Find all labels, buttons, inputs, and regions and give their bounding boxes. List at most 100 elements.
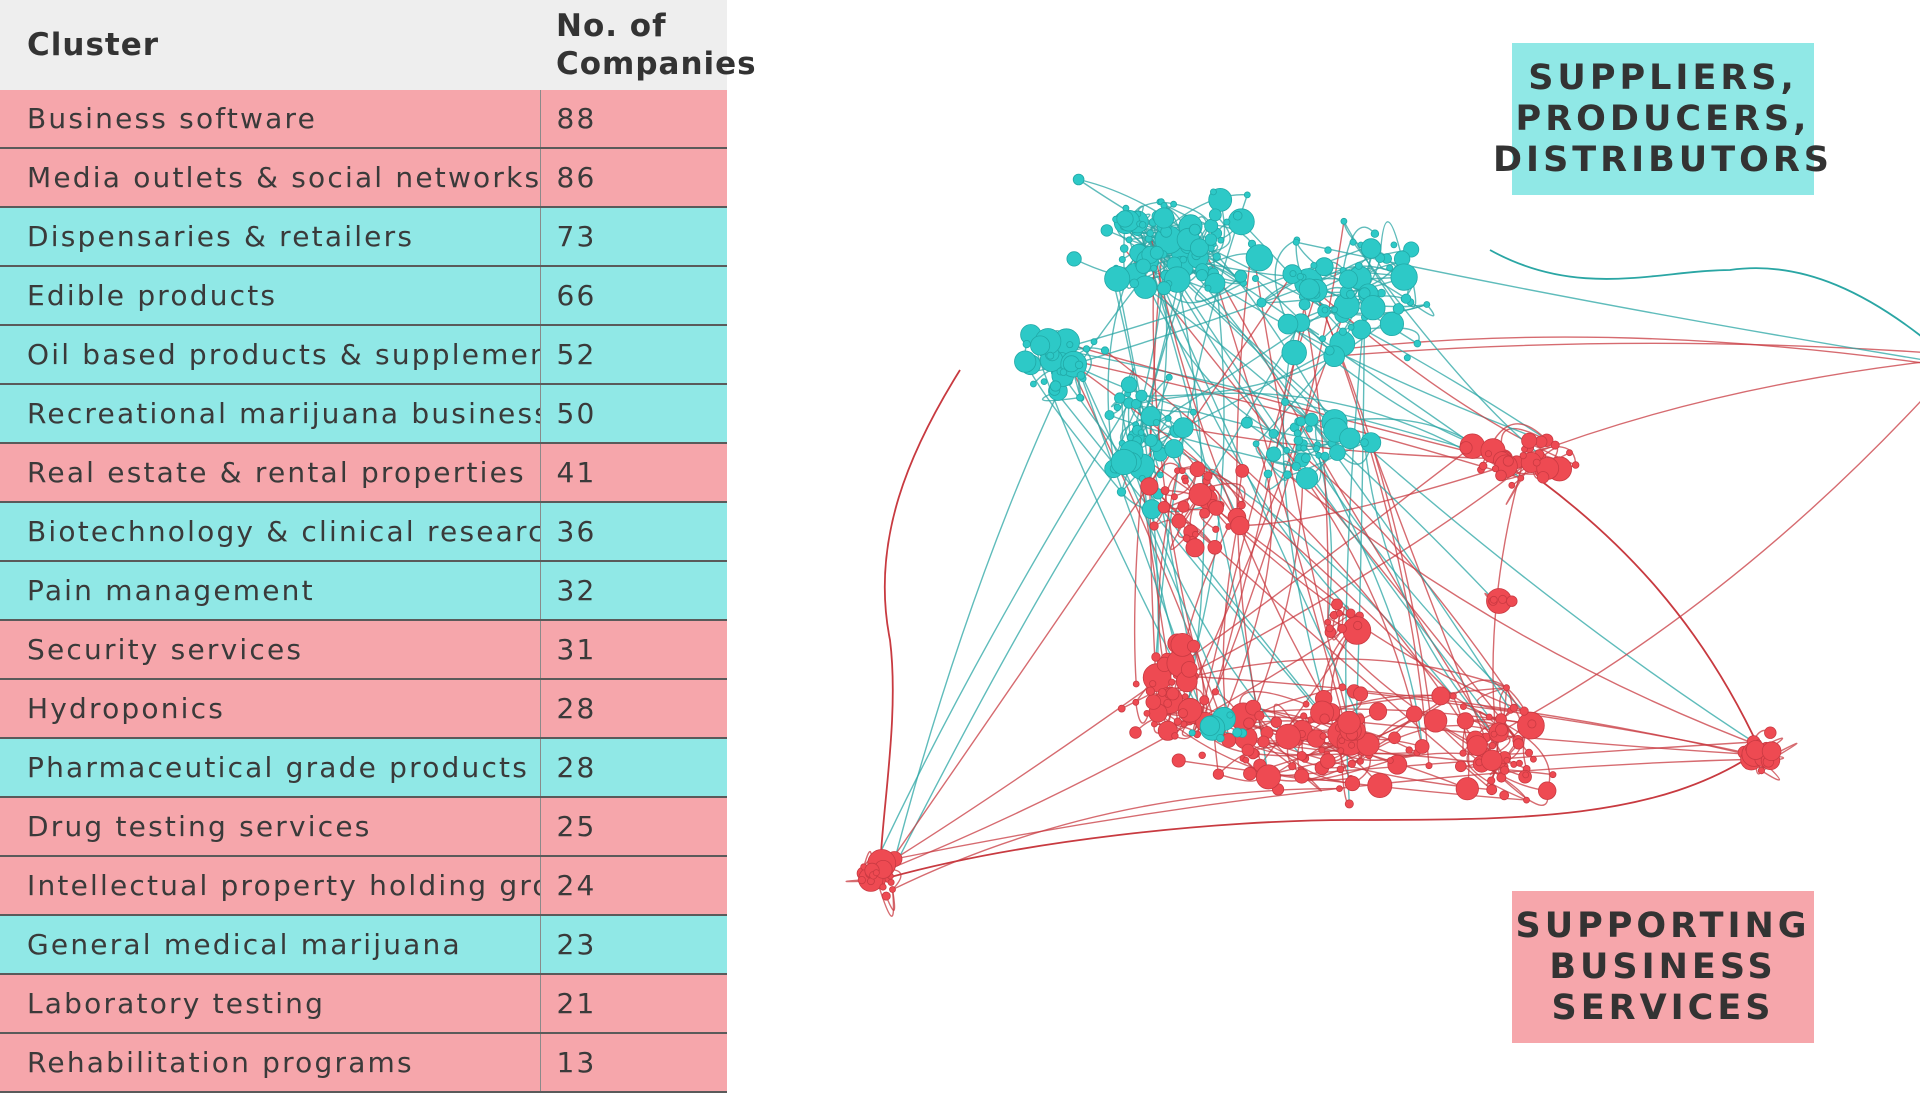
network-node-service xyxy=(1757,766,1766,775)
network-edge xyxy=(1363,442,1495,735)
network-node-service xyxy=(1487,776,1496,785)
network-node-service xyxy=(1481,749,1503,772)
network-node-service xyxy=(1230,515,1250,536)
network-node-service xyxy=(1495,469,1507,482)
cluster-count: 36 xyxy=(539,502,727,562)
network-node-service xyxy=(1484,450,1492,458)
network-edge xyxy=(1477,707,1522,747)
network-edge xyxy=(1251,243,1362,762)
table-row: Biotechnology & clinical research 36 xyxy=(0,502,727,562)
network-node-supplier xyxy=(1320,451,1330,461)
network-node-supplier xyxy=(1321,306,1329,314)
network-node-service xyxy=(1335,609,1343,617)
network-node-supplier xyxy=(1252,440,1260,448)
cluster-count: 28 xyxy=(539,738,727,798)
network-node-service xyxy=(1294,768,1310,784)
network-node-service xyxy=(1178,467,1186,475)
network-node-supplier xyxy=(1268,428,1279,439)
network-edge xyxy=(1170,499,1199,551)
network-node-service xyxy=(1160,486,1170,495)
network-node-service xyxy=(1466,735,1488,756)
network-edge xyxy=(1163,287,1361,720)
network-node-service xyxy=(1425,762,1433,770)
network-node-service xyxy=(1237,500,1246,510)
network-node-service xyxy=(1454,760,1467,773)
network-node-supplier xyxy=(1152,418,1160,427)
network-node-service xyxy=(1199,507,1211,519)
network-node-service xyxy=(1338,737,1346,745)
network-node-service xyxy=(1243,717,1255,729)
network-node-supplier xyxy=(1400,293,1412,304)
network-node-supplier xyxy=(1188,729,1196,737)
network-node-supplier xyxy=(1403,354,1411,362)
network-node-service xyxy=(1145,694,1162,710)
label-suppliers: SUPPLIERS, PRODUCERS, DISTRIBUTORS xyxy=(1493,43,1829,195)
network-node-supplier xyxy=(1300,444,1308,452)
network-edge xyxy=(1274,239,1298,325)
network-node-supplier xyxy=(1232,727,1243,738)
network-node-service xyxy=(1189,461,1206,478)
network-node-supplier xyxy=(1104,265,1131,292)
cluster-count: 28 xyxy=(539,679,727,739)
cluster-count: 32 xyxy=(539,561,727,621)
network-node-supplier xyxy=(1216,734,1225,743)
network-node-supplier xyxy=(1074,360,1084,370)
network-node-supplier xyxy=(1100,346,1110,355)
table-header-row: Cluster No. of Companies xyxy=(0,0,756,90)
network-nodes xyxy=(856,173,1782,901)
network-node-service xyxy=(1506,595,1518,607)
network-node-service xyxy=(1519,706,1529,716)
network-node-supplier xyxy=(1135,389,1148,402)
network-node-service xyxy=(1571,461,1580,469)
network-node-service xyxy=(1459,441,1473,455)
network-node-supplier xyxy=(1295,467,1319,490)
network-node-supplier xyxy=(1072,173,1085,186)
network-node-service xyxy=(1157,501,1171,514)
network-node-service xyxy=(1177,500,1190,513)
network-node-service xyxy=(1353,620,1363,631)
network-node-service xyxy=(1357,758,1364,765)
network-edge xyxy=(1216,443,1273,733)
network-node-supplier xyxy=(1212,252,1221,261)
network-node-supplier xyxy=(1304,412,1319,427)
table-row: Intellectual property holding groups24 xyxy=(0,856,727,916)
network-node-supplier xyxy=(1129,278,1139,289)
network-node-service xyxy=(1208,500,1224,516)
cluster-name: Intellectual property holding groups xyxy=(0,856,540,916)
network-node-service xyxy=(889,886,896,893)
network-edge xyxy=(1301,296,1329,623)
network-node-service xyxy=(1243,766,1257,781)
network-node-service xyxy=(1257,735,1270,748)
header-count-line2: Companies xyxy=(556,46,757,82)
network-node-supplier xyxy=(1188,223,1201,236)
network-edge xyxy=(1161,224,1556,446)
network-node-supplier xyxy=(1379,311,1404,336)
network-node-service xyxy=(1486,784,1498,796)
network-node-service xyxy=(1300,712,1308,720)
network-node-supplier xyxy=(1164,414,1172,422)
cluster-name: Real estate & rental properties xyxy=(0,443,540,503)
network-edge xyxy=(1498,400,1920,734)
network-edge xyxy=(1324,718,1765,756)
table-row: Laboratory testing 21 xyxy=(0,974,727,1034)
network-edge xyxy=(887,445,1134,880)
network-node-service xyxy=(1181,661,1198,678)
network-node-service xyxy=(1242,756,1250,764)
network-node-supplier xyxy=(1390,241,1398,249)
network-node-service xyxy=(1319,732,1327,740)
network-node-supplier xyxy=(1339,427,1361,450)
network-edge xyxy=(894,758,1763,860)
table-row: Recreational marijuana businesses 50 xyxy=(0,384,727,444)
network-node-supplier xyxy=(1349,238,1357,246)
network-node-service xyxy=(1171,513,1187,529)
table-row: Pharmaceutical grade products 28 xyxy=(0,738,727,798)
network-node-service xyxy=(1145,686,1155,696)
network-node-supplier xyxy=(1130,398,1142,410)
network-node-service xyxy=(1405,746,1413,754)
network-node-supplier xyxy=(1300,453,1311,464)
header-cluster: Cluster xyxy=(0,0,540,90)
network-node-supplier xyxy=(1195,269,1209,282)
network-node-supplier xyxy=(1049,380,1062,392)
network-node-supplier xyxy=(1223,218,1231,226)
network-node-service xyxy=(1342,616,1372,645)
